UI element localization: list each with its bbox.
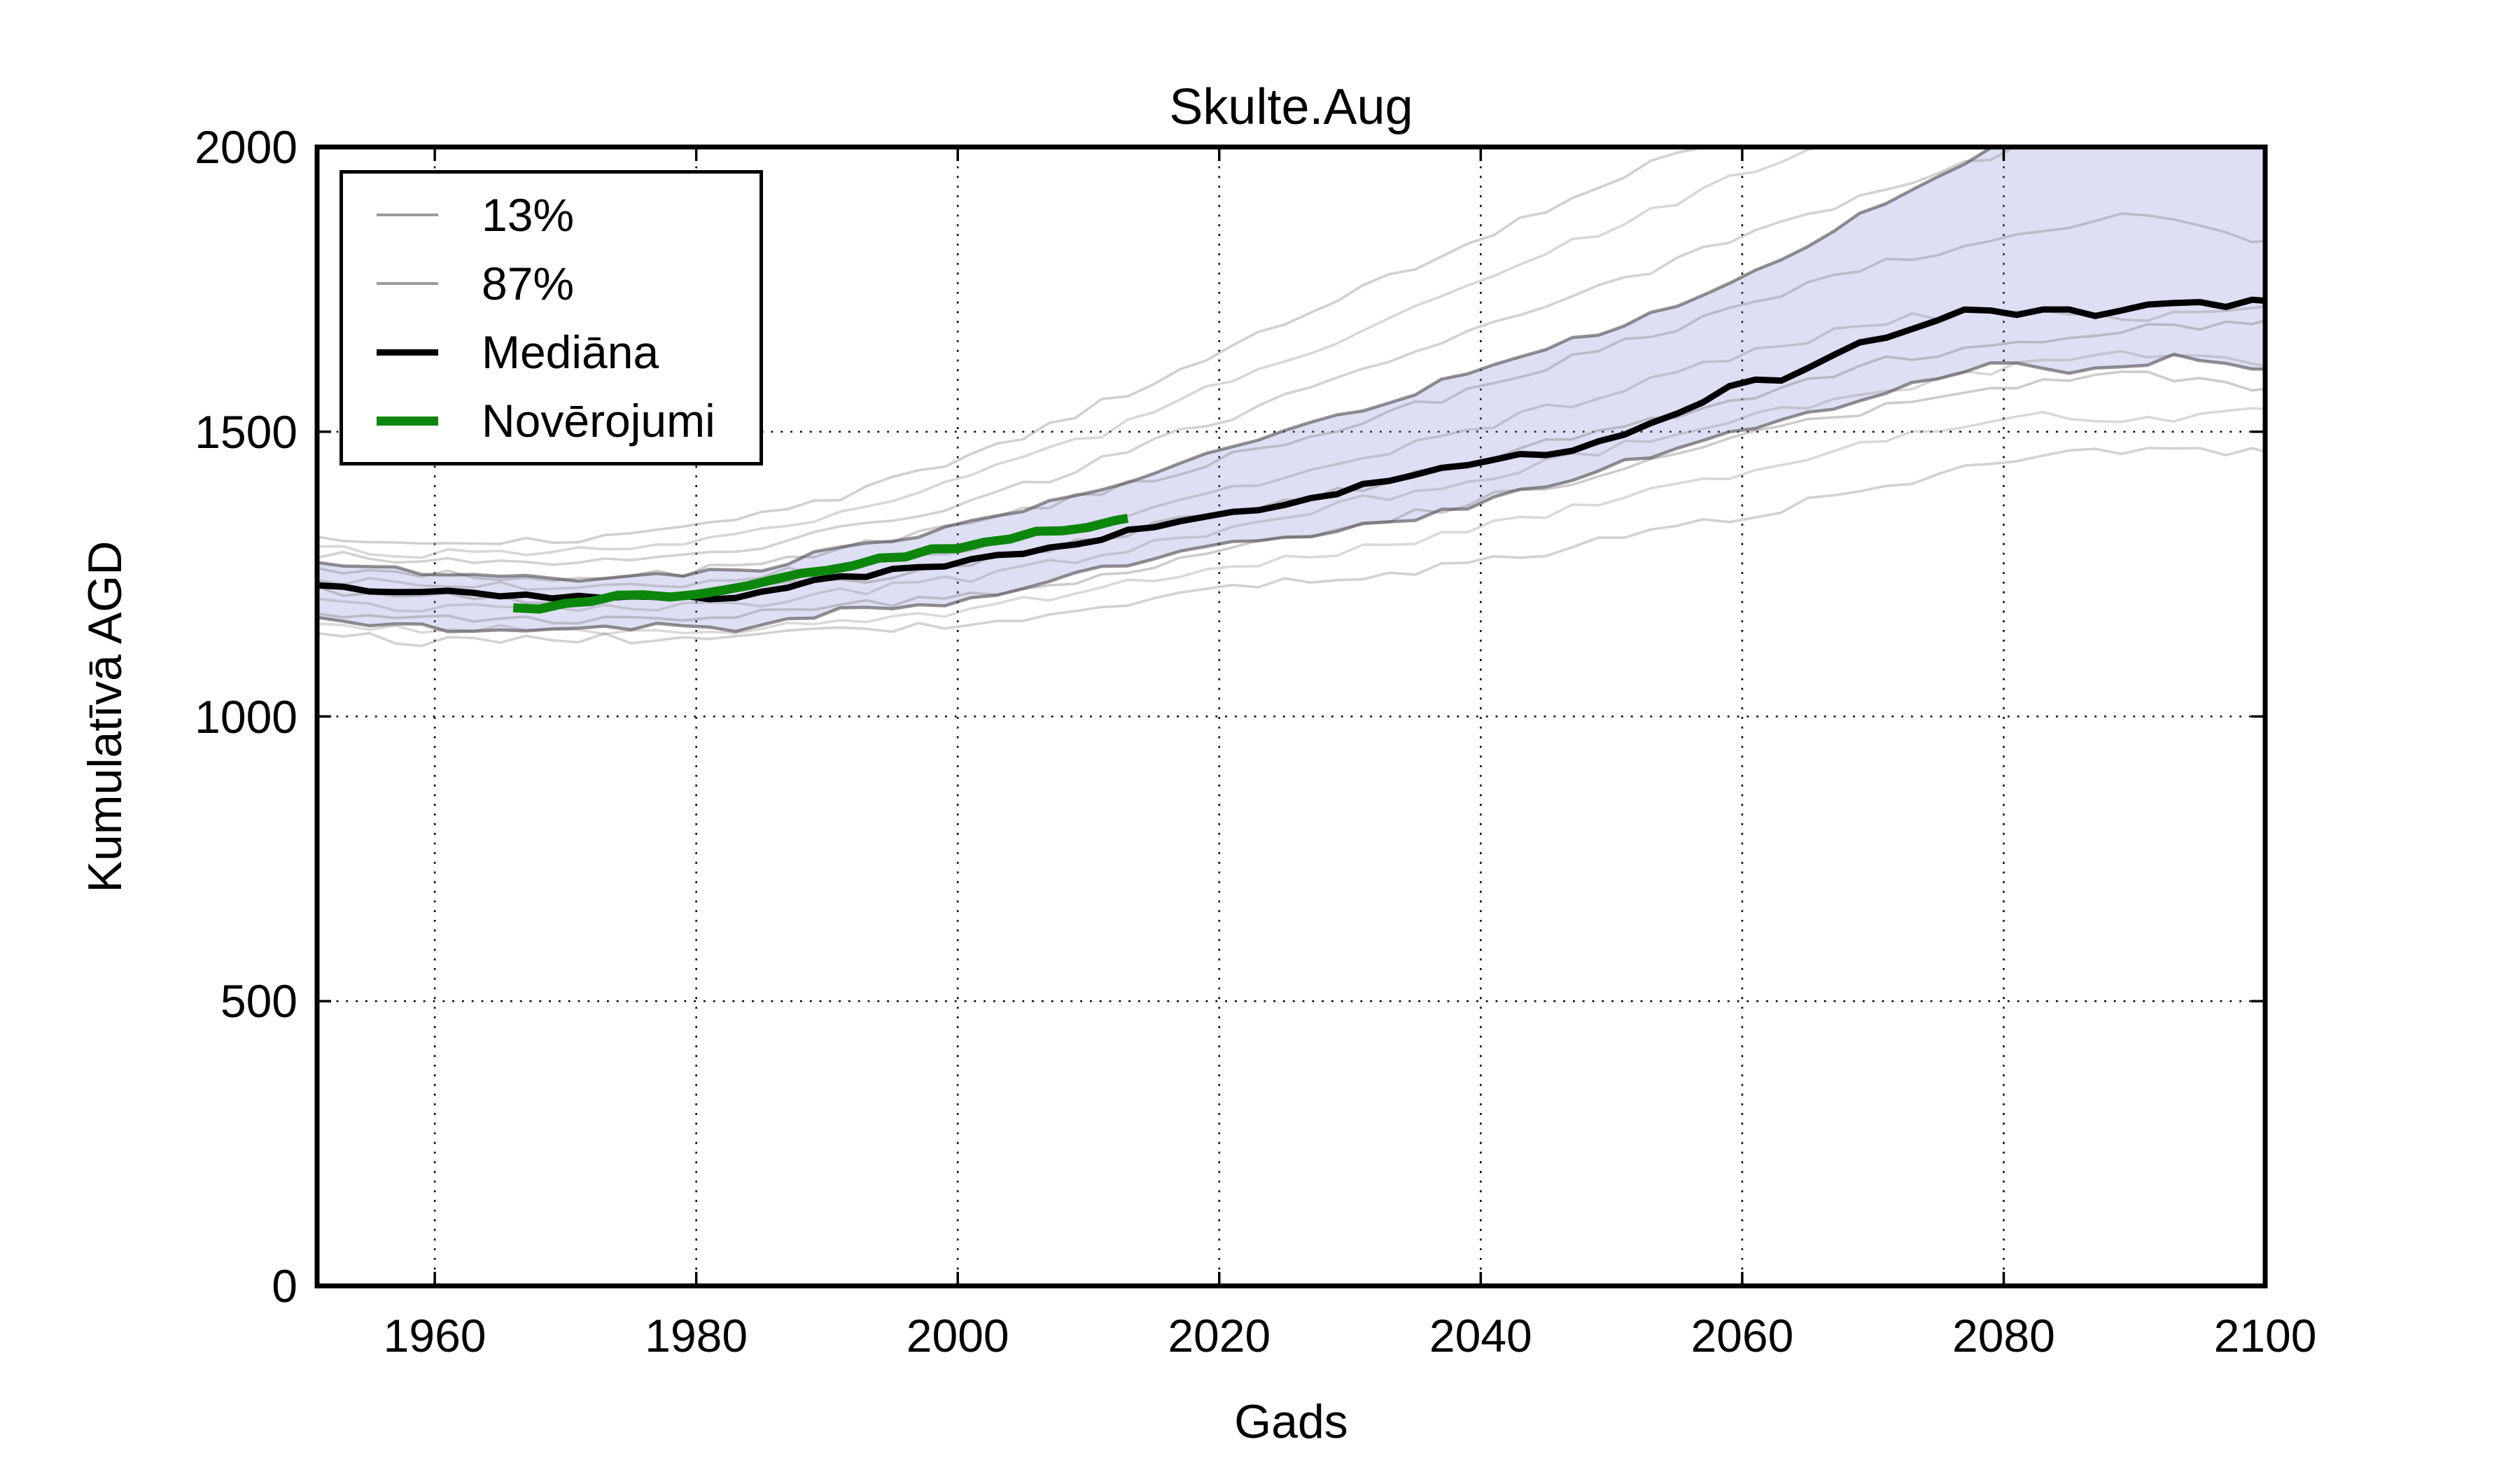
observations-line [512,513,1129,614]
chart-title: Skulte.Aug [1169,79,1413,135]
x-tick-label: 2060 [1690,1310,1794,1362]
x-tick-label: 1960 [383,1310,486,1362]
percentile-87-line [317,147,1998,583]
legend-item: 87% [343,257,760,310]
x-tick-label: 2040 [1429,1310,1532,1362]
axes-frame [314,144,2268,1289]
percentile-13-line [317,352,2265,634]
legend-item: Mediāna [343,326,760,379]
y-tick-label: 500 [220,975,298,1028]
ensemble-line [317,447,2265,648]
legend-line-swatch [377,214,438,216]
y-tick-label: 1000 [195,690,298,743]
ensemble-line [317,407,2265,636]
y-tick-label: 1500 [195,405,298,458]
uncertainty-band [317,147,2265,632]
x-tick-label: 2020 [1168,1310,1271,1362]
legend-item: 13% [343,188,760,241]
legend-item-label: Mediāna [482,326,659,378]
y-tick-label: 2000 [195,121,298,173]
ensemble-line [317,147,1707,545]
x-tick-label: 2080 [1952,1310,2055,1362]
y-tick-label: 0 [272,1260,298,1312]
legend-item-label: 13% [482,189,575,241]
legend-line-swatch [377,349,438,356]
x-tick-label: 2000 [906,1310,1009,1362]
legend-item-label: 87% [482,258,575,309]
ensemble-line [317,147,2017,566]
legend-line-swatch [377,416,438,426]
legend-box: 13% 87% Mediāna Novērojumi [340,170,763,465]
x-axis-label: Gads [1234,1395,1348,1448]
x-tick-label: 1980 [645,1310,748,1362]
gridlines [317,147,2265,1286]
ensemble-line [317,147,1821,559]
x-tick-label: 2100 [2213,1310,2317,1362]
legend-item-label: Novērojumi [482,395,715,447]
legend-line-swatch [377,282,438,285]
legend-item: Novērojumi [343,394,760,447]
